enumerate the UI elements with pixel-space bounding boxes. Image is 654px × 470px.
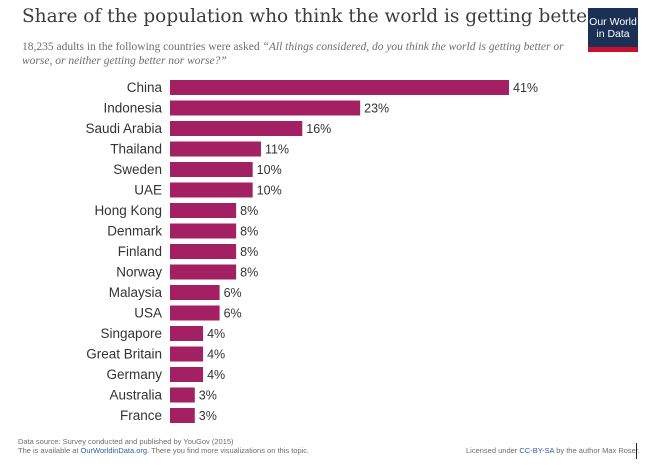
value-label: 3% (199, 409, 217, 423)
category-label: Hong Kong (94, 203, 162, 218)
footer-avail-prefix: The is available at (18, 446, 81, 455)
category-label: Indonesia (103, 101, 162, 116)
footer-avail-suffix: . There you find more visualizations on … (147, 446, 310, 455)
footer-license: Licensed under CC-BY-SA by the author Ma… (466, 446, 640, 455)
bar[interactable] (170, 326, 204, 341)
category-label: Norway (116, 265, 162, 280)
value-label: 3% (199, 389, 217, 403)
category-label: Thailand (110, 142, 162, 157)
chart-title: Share of the population who think the wo… (22, 6, 596, 27)
bar[interactable] (170, 408, 195, 423)
value-label: 4% (207, 368, 225, 382)
bar[interactable] (170, 100, 361, 116)
value-label: 41% (513, 81, 538, 95)
category-label: Sweden (113, 162, 162, 177)
value-label: 6% (224, 286, 242, 300)
category-label: Denmark (107, 224, 162, 239)
edge-divider (636, 443, 637, 459)
value-label: 8% (240, 225, 258, 239)
license-prefix: Licensed under (466, 446, 520, 455)
value-label: 23% (364, 102, 389, 116)
bar[interactable] (170, 121, 303, 136)
owid-link[interactable]: OurWorldinData.org (80, 446, 148, 455)
value-label: 8% (240, 266, 258, 280)
category-label: Australia (109, 388, 162, 403)
bar[interactable] (170, 285, 220, 300)
bar[interactable] (170, 244, 237, 259)
category-label: Germany (106, 367, 162, 382)
value-label: 10% (257, 184, 282, 198)
category-label: Great Britain (86, 347, 162, 362)
logo-line1: Our World (589, 16, 637, 28)
chart-subtitle: 18,235 adults in the following countries… (22, 40, 582, 68)
our-world-in-data-logo[interactable]: Our World in Data (588, 8, 638, 52)
value-label: 6% (224, 307, 242, 321)
logo-line2: in Data (596, 28, 630, 40)
value-label: 10% (257, 163, 282, 177)
bar[interactable] (170, 264, 237, 280)
license-suffix: by the author Max Roser. (554, 446, 641, 455)
category-label: UAE (134, 183, 162, 198)
bar[interactable] (170, 367, 204, 382)
bar[interactable] (170, 162, 253, 177)
subtitle-lead: 18,235 adults in the following countries… (22, 41, 263, 53)
subtitle-question: “All things considered, do you think the… (22, 41, 564, 67)
category-label: Singapore (100, 326, 162, 341)
bar[interactable] (170, 182, 253, 198)
footer-availability: The is available at OurWorldinData.org. … (18, 446, 309, 455)
bar[interactable] (170, 387, 195, 403)
category-label: Finland (118, 244, 162, 259)
value-label: 8% (240, 245, 258, 259)
value-label: 16% (306, 122, 331, 136)
bar[interactable] (170, 80, 509, 95)
category-label: Malaysia (109, 285, 163, 300)
bar[interactable] (170, 141, 261, 157)
bar[interactable] (170, 346, 204, 362)
bar[interactable] (170, 305, 220, 321)
category-label: Saudi Arabia (85, 121, 162, 136)
bar[interactable] (170, 203, 237, 218)
category-label: USA (134, 306, 162, 321)
value-label: 4% (207, 327, 225, 341)
category-label: China (127, 80, 163, 95)
bar[interactable] (170, 223, 237, 239)
footer-source: Data source: Survey conducted and publis… (18, 437, 309, 455)
footer-source-line: Data source: Survey conducted and publis… (18, 437, 234, 446)
value-label: 11% (265, 143, 289, 157)
value-label: 4% (207, 348, 225, 362)
category-label: France (120, 408, 162, 423)
value-label: 8% (240, 204, 258, 218)
license-link[interactable]: CC-BY-SA (519, 446, 555, 455)
